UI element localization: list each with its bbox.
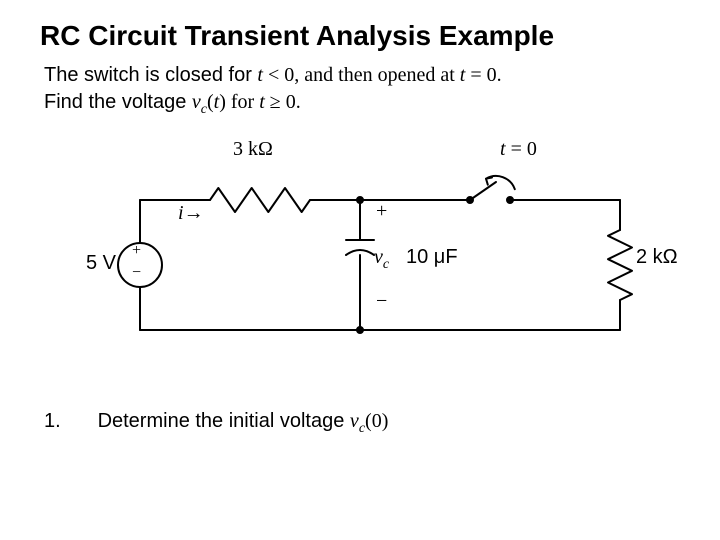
current-label: i→ [178,202,204,225]
problem-line2: Find the voltage vc(t) for t ≥ 0. [44,91,301,113]
txt: < 0, and then opened at [263,64,460,86]
paren: ) [219,91,226,113]
source-plus: + [132,242,141,260]
source-minus: − [132,264,141,282]
txt: = 0. [465,64,501,86]
cap-label: 10 μF [406,246,458,269]
step-number: 1. [44,410,92,433]
txt: The switch is closed for [44,64,257,86]
source-label: 5 V [86,252,116,275]
vc-minus: − [376,290,387,313]
sub-c: c [383,257,389,272]
txt: = 0 [506,138,537,160]
step-text: Determine the initial voltage vc(0) [98,410,389,432]
circuit-diagram: 3 kΩ i→ 5 V + − + − vc 10 μF t = 0 2 kΩ [60,130,660,390]
txt: for [226,91,259,113]
circuit-svg [60,130,660,390]
r1-label: 3 kΩ [233,138,273,161]
vc-label: vc [374,246,389,273]
var-v: v [350,410,359,432]
txt: Determine the initial voltage [98,410,350,432]
switch-time-label: t = 0 [500,138,537,161]
vc-plus: + [376,200,387,223]
arrow-icon: → [184,202,204,224]
step-1: 1. Determine the initial voltage vc(0) [44,410,388,437]
txt: ≥ 0. [265,91,301,113]
var-v: v [374,246,383,268]
slide-title: RC Circuit Transient Analysis Example [40,20,554,52]
var-v: v [192,91,201,113]
problem-statement: The switch is closed for t < 0, and then… [44,62,502,120]
txt: Find the voltage [44,91,192,113]
txt: (0) [365,410,388,432]
problem-line1: The switch is closed for t < 0, and then… [44,64,502,86]
r2-label: 2 kΩ [636,246,678,269]
paren: ( [207,91,214,113]
